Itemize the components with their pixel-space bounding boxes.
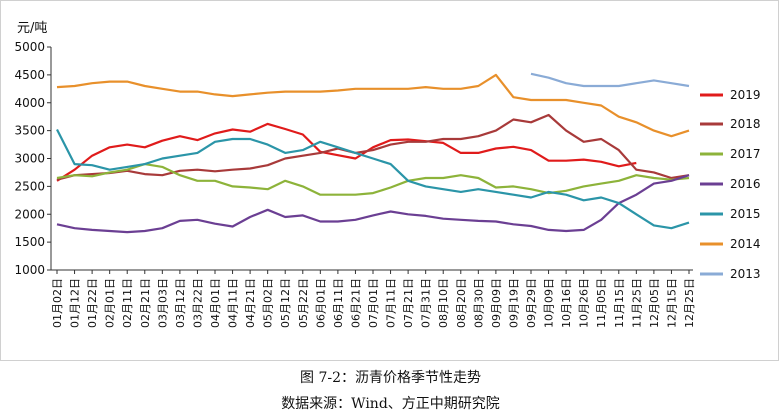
- figure-caption: 图 7-2：沥青价格季节性走势: [300, 370, 481, 386]
- y-tick-label: 1000: [14, 263, 45, 277]
- y-tick-label: 5000: [14, 40, 45, 54]
- x-tick-label: 05月12日: [279, 278, 292, 328]
- x-tick-label: 12月15日: [665, 278, 678, 328]
- y-tick-label: 3000: [14, 152, 45, 166]
- y-tick-label: 3500: [14, 124, 45, 138]
- x-axis: 01月02日 01月12日 01月22日 02月01日 02月11日 02月21日 03月0…: [51, 269, 696, 328]
- y-tick-label: 2500: [14, 179, 45, 193]
- x-tick-label: 08月10日: [437, 278, 450, 328]
- legend-label-2013: 2013: [730, 267, 761, 281]
- x-tick-label: 03月22日: [191, 278, 204, 328]
- x-tick-label: 02月01日: [104, 278, 117, 328]
- x-tick-label: 11月05日: [595, 278, 608, 328]
- legend-label-2015: 2015: [730, 207, 761, 221]
- x-tick-label: 04月21日: [244, 278, 257, 328]
- seasonal-price-chart: 元/吨 1000 1500 2000 2500 3000 3500 4000 4500 5000…: [14, 21, 761, 328]
- x-tick-label: 09月29日: [525, 278, 538, 328]
- series-line-2018: [56, 113, 690, 181]
- x-tick-label: 09月09日: [490, 278, 503, 328]
- x-tick-label: 07月31日: [420, 278, 433, 328]
- legend: 2019 2018 2017 2016 2015 2014 2013: [700, 88, 761, 281]
- series-line-2014: [56, 73, 690, 138]
- y-tick-label: 2000: [14, 207, 45, 221]
- series-lines: [56, 72, 690, 234]
- x-tick-label: 04月11日: [227, 278, 240, 328]
- y-tick-label: 1500: [14, 235, 45, 249]
- series-line-2013: [530, 72, 690, 88]
- chart-frame: 元/吨 1000 1500 2000 2500 3000 3500 4000 4500 5000…: [0, 0, 779, 361]
- x-tick-label: 12月05日: [648, 278, 661, 328]
- x-tick-label: 06月21日: [349, 278, 362, 328]
- y-axis-label: 元/吨: [17, 21, 47, 36]
- legend-label-2014: 2014: [730, 237, 761, 251]
- x-tick-label: 04月01日: [209, 278, 222, 328]
- legend-label-2019: 2019: [730, 88, 761, 102]
- x-tick-label: 10月16日: [560, 278, 573, 328]
- y-tick-label: 4500: [14, 68, 45, 82]
- x-tick-label: 11月15日: [613, 278, 626, 328]
- x-tick-label: 09月19日: [507, 278, 520, 328]
- y-axis: 1000 1500 2000 2500 3000 3500 4000 4500 5000: [14, 40, 52, 277]
- x-tick-label: 07月11日: [385, 278, 398, 328]
- legend-label-2016: 2016: [730, 177, 761, 191]
- series-line-2019: [56, 122, 637, 182]
- x-tick-label: 01月22日: [86, 278, 99, 328]
- y-tick-label: 4000: [14, 96, 45, 110]
- x-tick-label: 12月25日: [683, 278, 696, 328]
- x-tick-label: 06月01日: [314, 278, 327, 328]
- x-tick-label: 07月21日: [402, 278, 415, 328]
- legend-label-2017: 2017: [730, 147, 761, 161]
- x-tick-label: 01月12日: [69, 278, 82, 328]
- x-tick-label: 01月02日: [51, 278, 64, 328]
- x-tick-label: 11月25日: [630, 278, 643, 328]
- x-tick-label: 05月02日: [262, 278, 275, 328]
- legend-label-2018: 2018: [730, 117, 761, 131]
- x-tick-label: 08月20日: [455, 278, 468, 328]
- series-line-2015: [56, 129, 690, 230]
- data-source-note: 数据来源：Wind、方正中期研究院: [281, 396, 500, 412]
- x-tick-label: 08月30日: [472, 278, 485, 328]
- x-tick-label: 06月11日: [332, 278, 345, 328]
- x-tick-label: 02月11日: [121, 278, 134, 328]
- x-tick-label: 05月22日: [297, 278, 310, 328]
- series-line-2017: [56, 163, 690, 196]
- x-tick-label: 03月03日: [156, 278, 169, 328]
- x-tick-label: 03月12日: [174, 278, 187, 328]
- series-line-2016: [56, 174, 690, 234]
- x-tick-label: 10月26日: [578, 278, 591, 328]
- x-tick-label: 02月21日: [139, 278, 152, 328]
- x-tick-label: 10月09日: [543, 278, 556, 328]
- x-tick-label: 07月01日: [367, 278, 380, 328]
